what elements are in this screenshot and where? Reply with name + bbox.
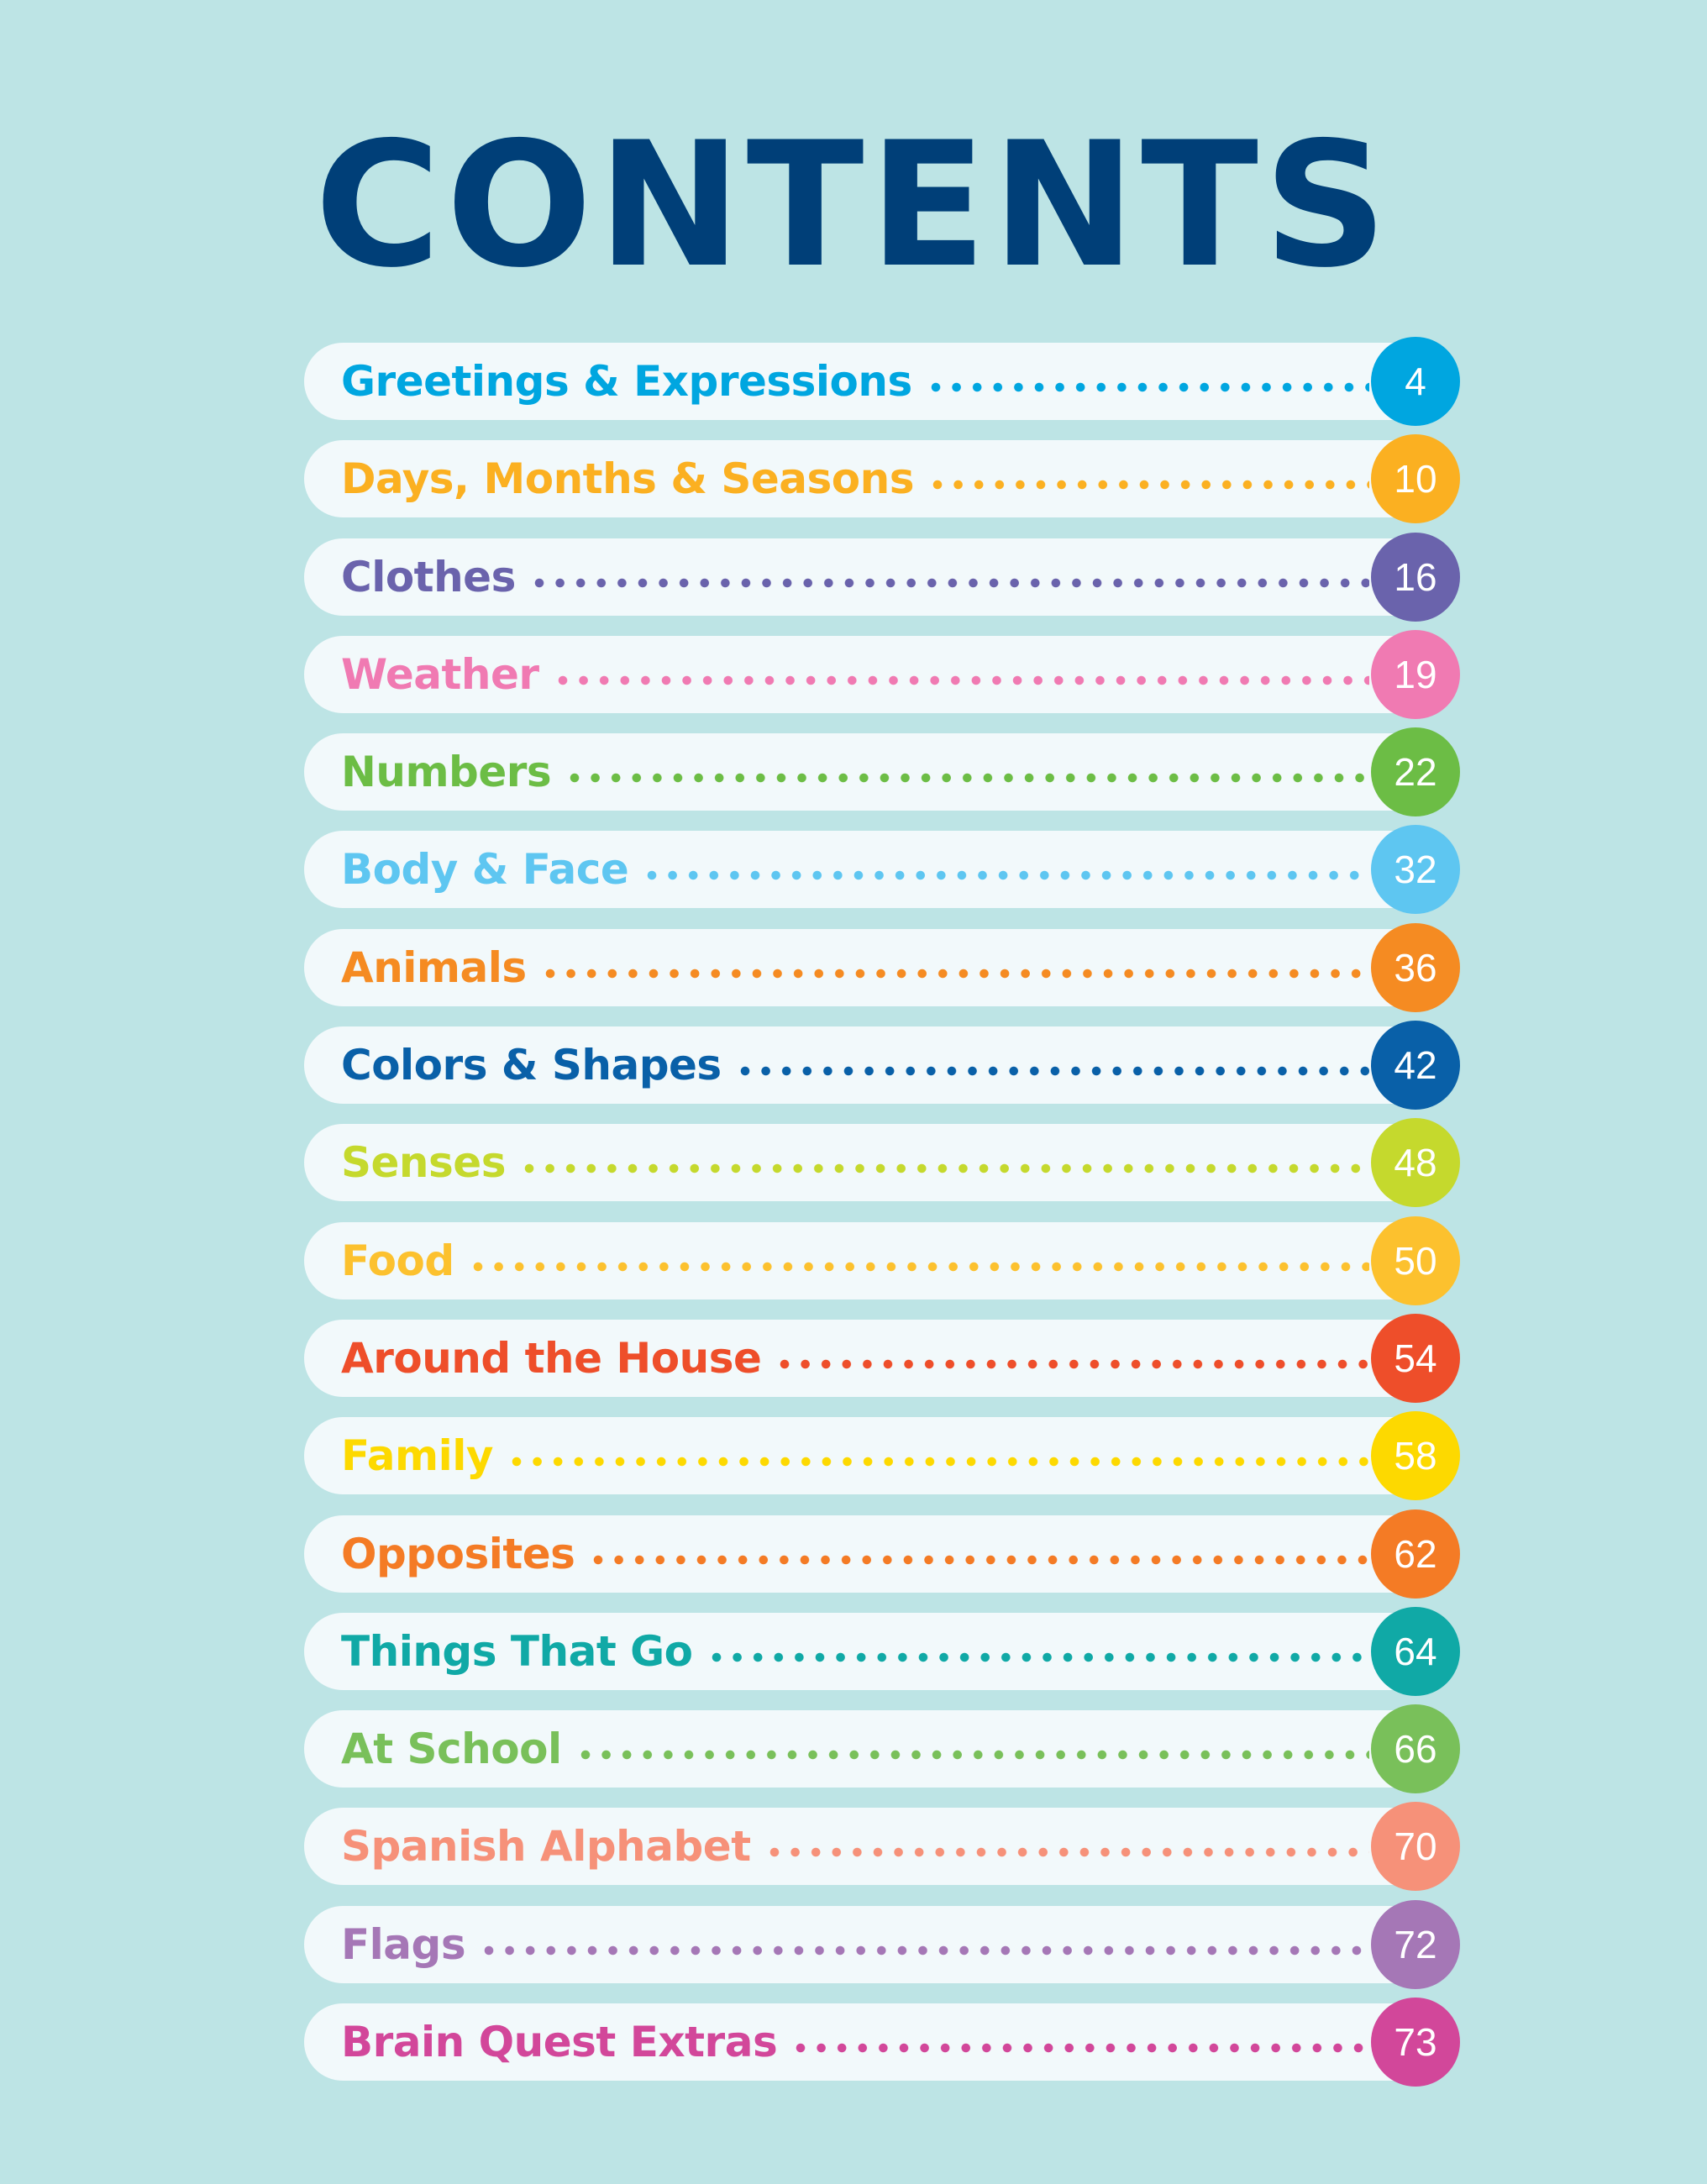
entry-bar: Opposites [304, 1515, 1418, 1593]
dot-leader [739, 1066, 1369, 1077]
contents-entry[interactable]: Weather 19 [304, 629, 1460, 719]
entry-bar: Numbers [304, 733, 1418, 811]
contents-entry[interactable]: Around the House 54 [304, 1313, 1460, 1403]
page-number-badge: 62 [1371, 1509, 1460, 1599]
page-number-badge: 58 [1371, 1411, 1460, 1501]
entry-bar: Brain Quest Extras [304, 2003, 1418, 2082]
contents-entry[interactable]: At School 66 [304, 1704, 1460, 1794]
contents-entry[interactable]: Numbers 22 [304, 727, 1460, 817]
contents-entry[interactable]: Family 58 [304, 1411, 1460, 1501]
page-title: CONTENTS [314, 106, 1393, 306]
entry-bar: Flags [304, 1905, 1418, 1983]
dot-leader [523, 1163, 1369, 1174]
page-number-badge: 4 [1371, 337, 1460, 426]
page-number-badge: 66 [1371, 1704, 1460, 1794]
page-number-badge: 70 [1371, 1802, 1460, 1892]
contents-entry[interactable]: Brain Quest Extras 73 [304, 1998, 1460, 2087]
entry-label: Senses [341, 1138, 506, 1188]
page-number-badge: 10 [1371, 434, 1460, 524]
entry-bar: Things That Go [304, 1612, 1418, 1690]
entry-bar: Animals [304, 928, 1418, 1006]
dot-leader [557, 675, 1369, 685]
entry-label: Things That Go [341, 1626, 693, 1676]
entry-label: Brain Quest Extras [341, 2018, 778, 2067]
dot-leader [544, 968, 1369, 979]
dot-leader [484, 1945, 1369, 1956]
page-number-badge: 32 [1371, 825, 1460, 915]
entry-label: Opposites [341, 1529, 575, 1578]
contents-entry[interactable]: Animals 36 [304, 922, 1460, 1012]
page-number-badge: 73 [1371, 1998, 1460, 2087]
entry-label: Numbers [341, 748, 552, 797]
entry-label: Around the House [341, 1333, 762, 1383]
entry-label: Clothes [341, 552, 516, 601]
dot-leader [647, 870, 1369, 881]
entry-label: Flags [341, 1919, 466, 1969]
entry-label: Colors & Shapes [341, 1041, 722, 1090]
page-number-badge: 36 [1371, 922, 1460, 1012]
entry-label: Greetings & Expressions [341, 357, 912, 406]
contents-entry[interactable]: Greetings & Expressions 4 [304, 337, 1460, 426]
entry-bar: Senses [304, 1124, 1418, 1202]
page-number-badge: 64 [1371, 1606, 1460, 1696]
contents-entry[interactable]: Spanish Alphabet 70 [304, 1802, 1460, 1892]
dot-leader [932, 480, 1369, 491]
dot-leader [472, 1261, 1369, 1272]
entry-label: Weather [341, 649, 539, 699]
entry-label: Body & Face [341, 845, 629, 895]
dot-leader [570, 773, 1369, 784]
page-number-badge: 42 [1371, 1021, 1460, 1110]
contents-entry[interactable]: Colors & Shapes 42 [304, 1021, 1460, 1110]
entry-bar: Colors & Shapes [304, 1026, 1418, 1105]
page-number-badge: 16 [1371, 532, 1460, 622]
entry-bar: At School [304, 1710, 1418, 1788]
page-number-badge: 48 [1371, 1118, 1460, 1208]
entry-bar: Spanish Alphabet [304, 1808, 1418, 1886]
dot-leader [769, 1847, 1369, 1858]
dot-leader [780, 1358, 1369, 1369]
entry-label: Food [341, 1236, 454, 1285]
contents-entry[interactable]: Clothes 16 [304, 532, 1460, 622]
entry-bar: Around the House [304, 1319, 1418, 1397]
entry-bar: Food [304, 1221, 1418, 1299]
contents-entry[interactable]: Things That Go 64 [304, 1606, 1460, 1696]
contents-entry[interactable]: Body & Face 32 [304, 825, 1460, 915]
entry-label: Family [341, 1431, 493, 1481]
contents-entry[interactable]: Opposites 62 [304, 1509, 1460, 1599]
page-number-badge: 22 [1371, 727, 1460, 817]
dot-leader [580, 1750, 1369, 1761]
dot-leader [930, 382, 1369, 392]
page-number-badge: 72 [1371, 1899, 1460, 1989]
contents-entry[interactable]: Days, Months & Seasons 10 [304, 434, 1460, 524]
page-number-badge: 19 [1371, 629, 1460, 719]
entry-label: Spanish Alphabet [341, 1822, 751, 1872]
dot-leader [796, 2043, 1369, 2054]
entry-label: At School [341, 1725, 562, 1774]
entry-bar: Clothes [304, 538, 1418, 616]
entry-label: Animals [341, 942, 527, 992]
dot-leader [511, 1457, 1369, 1467]
contents-entry[interactable]: Food 50 [304, 1215, 1460, 1305]
contents-list: Greetings & Expressions 4 Days, Months &… [304, 337, 1460, 2101]
contents-entry[interactable]: Senses 48 [304, 1118, 1460, 1208]
entry-bar: Body & Face [304, 831, 1418, 909]
entry-bar: Greetings & Expressions [304, 343, 1418, 420]
entry-bar: Weather [304, 635, 1418, 713]
dot-leader [711, 1651, 1369, 1662]
entry-bar: Family [304, 1417, 1418, 1495]
dot-leader [533, 577, 1369, 588]
entry-label: Days, Months & Seasons [341, 454, 914, 504]
dot-leader [593, 1554, 1369, 1565]
contents-entry[interactable]: Flags 72 [304, 1899, 1460, 1989]
page-number-badge: 54 [1371, 1313, 1460, 1403]
entry-bar: Days, Months & Seasons [304, 440, 1418, 518]
page-number-badge: 50 [1371, 1215, 1460, 1305]
